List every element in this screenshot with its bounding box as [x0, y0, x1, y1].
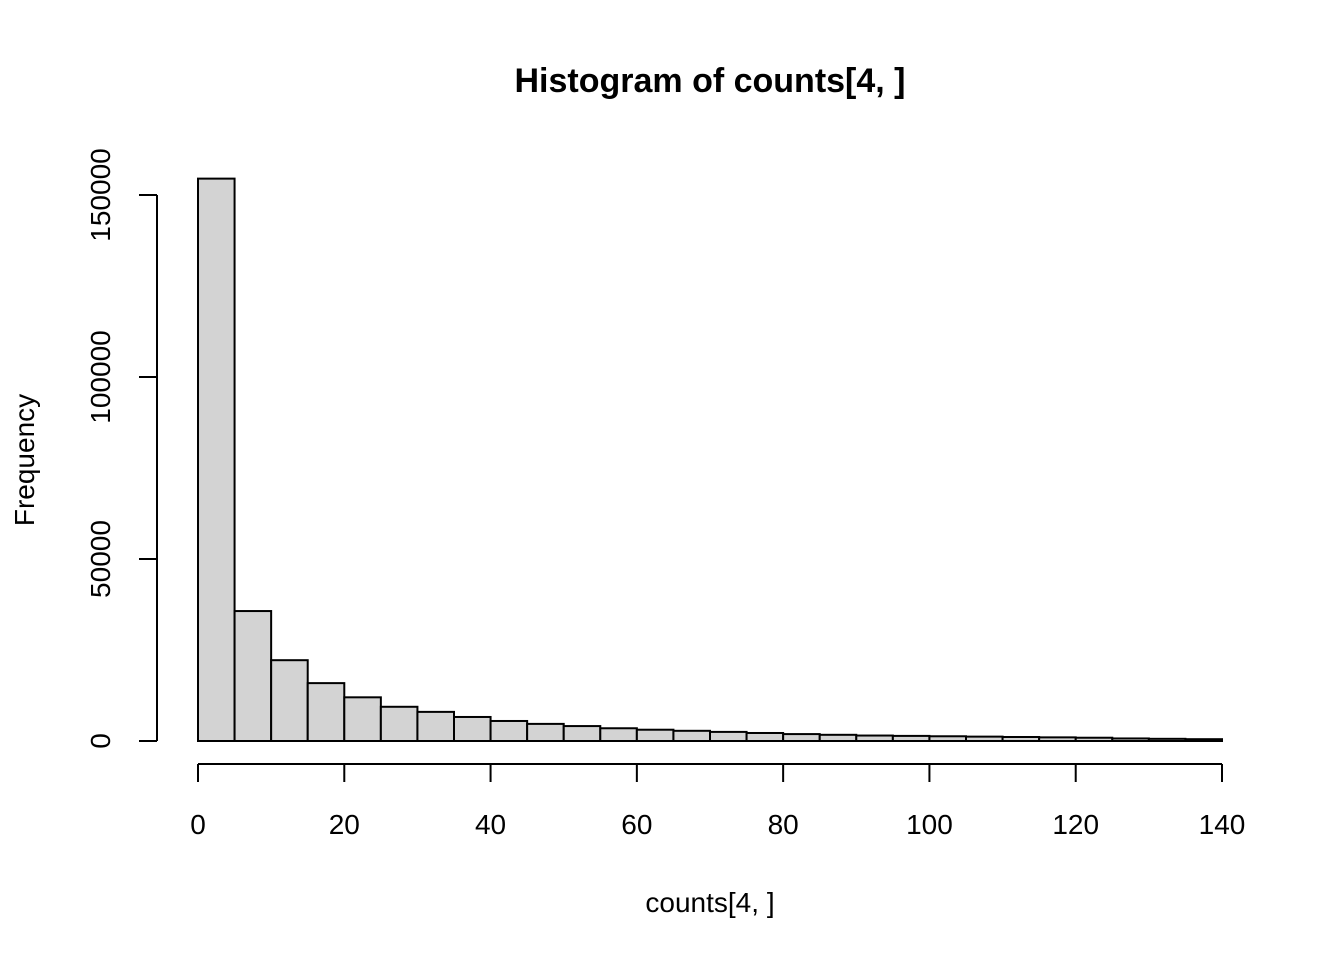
histogram-bar [197, 177, 236, 742]
y-tick-label: 100000 [85, 330, 116, 423]
bars-group [197, 177, 1224, 743]
x-axis: 0 20 40 60 80 100 120 140 [190, 763, 1246, 840]
chart-title: Histogram of counts[4, ] [514, 62, 905, 100]
histogram-bar [1074, 736, 1114, 742]
x-axis-label: counts[4, ] [645, 887, 774, 918]
histogram-bar [343, 696, 382, 743]
histogram-bar [782, 733, 821, 742]
histogram-bar [306, 682, 346, 743]
y-axis: 0 50000 100000 150000 [85, 148, 158, 749]
histogram-bar [489, 719, 529, 742]
histogram-bar [562, 725, 602, 742]
histogram-bar [818, 733, 858, 743]
histogram-bar [965, 735, 1004, 743]
histogram-bar [1038, 736, 1077, 742]
histogram-bar [233, 610, 273, 742]
x-tick-label: 80 [768, 809, 799, 840]
histogram-bar [453, 715, 492, 743]
x-tick-label: 100 [906, 809, 953, 840]
histogram-bar [526, 722, 565, 743]
histogram-bar [709, 730, 748, 743]
y-tick-label: 150000 [85, 148, 116, 241]
x-tick-label: 20 [329, 809, 360, 840]
histogram-bar [1184, 738, 1224, 742]
histogram-bar [928, 735, 968, 743]
histogram-bar [599, 727, 638, 743]
histogram-bar [1147, 737, 1187, 742]
x-tick-label: 120 [1052, 809, 1099, 840]
y-axis-label: Frequency [9, 394, 40, 526]
histogram-bar [672, 729, 712, 742]
histogram-bar [1111, 737, 1150, 743]
histogram-bar [270, 659, 309, 743]
histogram-bar [855, 734, 894, 742]
x-tick-label: 140 [1199, 809, 1246, 840]
y-tick-label: 0 [85, 733, 116, 749]
x-tick-label: 60 [621, 809, 652, 840]
histogram-bar [635, 728, 675, 743]
histogram-bar [1001, 735, 1041, 742]
y-tick-label: 50000 [85, 520, 116, 598]
histogram-bar [416, 710, 455, 743]
histogram-bar [745, 731, 785, 743]
x-tick-label: 0 [190, 809, 206, 840]
histogram-bar [891, 734, 931, 742]
x-tick-label: 40 [475, 809, 506, 840]
histogram-bar [379, 705, 419, 742]
